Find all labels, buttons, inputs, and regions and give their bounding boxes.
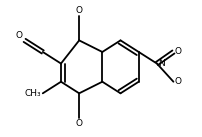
Text: O: O	[173, 77, 180, 86]
Text: O: O	[75, 119, 82, 128]
Text: N: N	[157, 59, 164, 68]
Text: O: O	[173, 47, 180, 56]
Text: O: O	[16, 31, 23, 40]
Text: O: O	[75, 6, 82, 15]
Text: CH₃: CH₃	[24, 89, 41, 98]
